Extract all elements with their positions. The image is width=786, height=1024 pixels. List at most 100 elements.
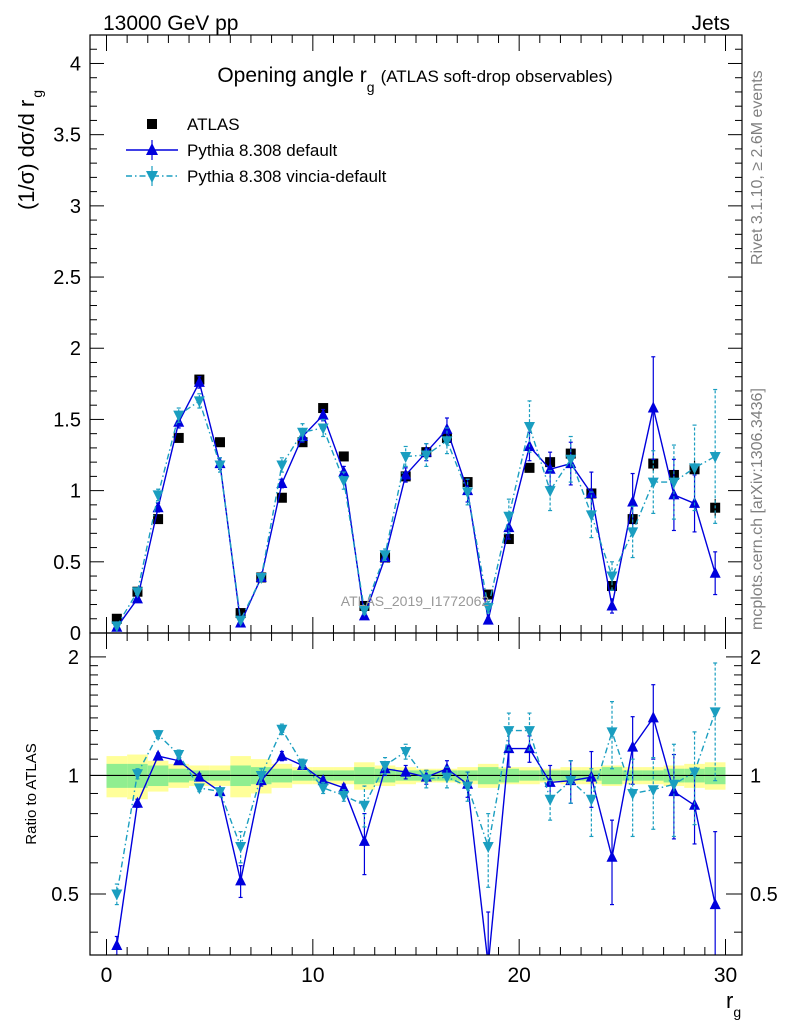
x-axis-label-main: r <box>726 988 733 1013</box>
main-series-pythia-8-308-vincia-default <box>111 388 721 633</box>
ratio-point-pythia-8-308-vincia-default <box>173 750 185 762</box>
main-point-pythia-8-308-vincia-default <box>173 410 185 422</box>
ratio-point-pythia-8-308-vincia-default <box>565 776 577 788</box>
ratio-point-pythia-8-308-vincia-default <box>358 800 370 812</box>
main-point-pythia-8-308-vincia-default <box>420 450 432 462</box>
ratio-y-tick-label-right: 2 <box>750 647 761 669</box>
ratio-y-tick-label-left: 2 <box>68 647 79 669</box>
ratio-point-pythia-8-308-vincia-default <box>131 769 143 781</box>
ratio-point-pythia-8-308-vincia-default <box>709 707 721 719</box>
main-panel: 00.511.522.533.54 Opening angle rg(ATLAS… <box>14 34 743 645</box>
ratio-series-pythia-8-308-default <box>111 684 721 970</box>
main-point-pythia-8-308-vincia-default <box>255 572 267 584</box>
y-tick-label: 2.5 <box>53 267 81 289</box>
main-point-pythia-8-308-vincia-default <box>647 477 659 489</box>
y-tick-label: 0 <box>70 623 81 645</box>
main-point-pythia-8-308-default <box>544 462 556 474</box>
main-point-pythia-8-308-vincia-default <box>482 602 494 614</box>
chart-title-main: Opening angle r <box>217 64 366 87</box>
ratio-point-pythia-8-308-default <box>483 959 494 970</box>
legend-marker <box>147 119 157 129</box>
x-axis-label: rg <box>726 988 741 1020</box>
ratio-point-pythia-8-308-vincia-default <box>689 767 701 779</box>
ratio-point-pythia-8-308-default <box>627 740 639 752</box>
ratio-point-pythia-8-308-vincia-default <box>462 781 474 793</box>
main-point-pythia-8-308-default <box>689 496 701 508</box>
ratio-point-pythia-8-308-default <box>317 774 329 786</box>
main-point-pythia-8-308-default <box>627 495 639 507</box>
ratio-point-pythia-8-308-vincia-default <box>111 889 123 901</box>
ratio-point-pythia-8-308-vincia-default <box>523 726 535 738</box>
analysis-watermark: ATLAS_2019_I1772062 <box>341 593 490 609</box>
ratio-frame <box>89 632 743 956</box>
ratio-axes: 0.5 0.51 12 20 10 20 30 <box>51 633 778 987</box>
main-point-pythia-8-308-vincia-default <box>379 550 391 562</box>
main-axes: 0 0.5 1 1.5 2 2.5 3 3.5 4 <box>53 34 742 645</box>
legend-label: Pythia 8.308 default <box>187 141 338 160</box>
y-tick-label: 0.5 <box>53 552 81 574</box>
main-point-pythia-8-308-default <box>338 465 350 477</box>
main-point-pythia-8-308-vincia-default <box>441 436 453 448</box>
main-point-pythia-8-308-default <box>606 599 618 611</box>
main-point-pythia-8-308-vincia-default <box>338 476 350 488</box>
y-axis-label-main: (1/σ) dσ/d r <box>14 100 39 210</box>
y-tick-label: 2 <box>70 338 81 360</box>
ratio-point-pythia-8-308-default <box>358 834 370 846</box>
header-right: Jets <box>691 12 730 35</box>
chart-title-extra: (ATLAS soft-drop observables) <box>381 67 613 86</box>
main-point-pythia-8-308-default <box>482 613 494 625</box>
ratio-point-pythia-8-308-default <box>400 765 412 777</box>
ratio-point-pythia-8-308-default <box>131 796 143 808</box>
main-point-pythia-8-308-vincia-default <box>214 460 226 472</box>
y-tick-label: 3.5 <box>53 125 81 147</box>
x-tick-label: 10 <box>301 964 324 987</box>
legend-marker <box>146 143 158 155</box>
ratio-point-pythia-8-308-vincia-default <box>503 726 515 738</box>
ratio-point-pythia-8-308-vincia-default <box>627 788 639 800</box>
ratio-point-pythia-8-308-vincia-default <box>647 785 659 797</box>
ratio-point-pythia-8-308-default <box>606 850 618 862</box>
ratio-point-pythia-8-308-vincia-default <box>276 724 288 736</box>
main-point-pythia-8-308-vincia-default <box>544 486 556 498</box>
chart-title-sub: g <box>367 79 375 95</box>
ratio-point-pythia-8-308-default <box>193 770 205 782</box>
x-axis-label-sub: g <box>733 1004 741 1020</box>
main-point-pythia-8-308-vincia-default <box>565 454 577 466</box>
main-point-pythia-8-308-vincia-default <box>358 605 370 617</box>
ratio-point-pythia-8-308-vincia-default <box>317 783 329 795</box>
main-point-pythia-8-308-vincia-default <box>111 621 123 633</box>
ratio-point-pythia-8-308-vincia-default <box>668 779 680 791</box>
ratio-point-pythia-8-308-vincia-default <box>235 842 247 854</box>
ratio-point-pythia-8-308-default <box>544 775 556 787</box>
main-point-pythia-8-308-vincia-default <box>627 527 639 539</box>
legend-item-atlas: ATLAS <box>147 115 240 134</box>
main-point-pythia-8-308-default <box>709 566 721 578</box>
main-point-pythia-8-308-vincia-default <box>152 490 164 502</box>
ratio-panel: 0.5 0.51 12 20 10 20 30 Ratio to ATLAS rg <box>23 632 778 1020</box>
y-tick-label: 1 <box>70 481 81 503</box>
main-line-pythia-8-308-vincia-default <box>116 399 716 627</box>
ratio-point-pythia-8-308-vincia-default <box>255 770 267 782</box>
ratio-point-pythia-8-308-default <box>709 898 721 910</box>
ratio-point-pythia-8-308-vincia-default <box>606 727 618 739</box>
ratio-point-pythia-8-308-default <box>111 938 123 950</box>
main-point-atlas <box>318 403 329 414</box>
main-point-pythia-8-308-vincia-default <box>235 615 247 627</box>
main-point-pythia-8-308-vincia-default <box>585 510 597 522</box>
legend-item-pythia-8-308-default: Pythia 8.308 default <box>126 140 338 160</box>
ratio-point-pythia-8-308-default <box>276 749 288 761</box>
ratio-point-pythia-8-308-vincia-default <box>379 760 391 772</box>
rivet-version-label: Rivet 3.1.10, ≥ 2.6M events <box>749 70 766 265</box>
main-point-pythia-8-308-default <box>276 477 288 488</box>
main-point-atlas <box>483 589 494 600</box>
ratio-point-pythia-8-308-vincia-default <box>420 774 432 786</box>
ratio-point-pythia-8-308-vincia-default <box>214 787 226 799</box>
main-point-pythia-8-308-vincia-default <box>668 477 680 489</box>
main-point-atlas <box>111 613 122 624</box>
ratio-point-pythia-8-308-vincia-default <box>482 842 494 854</box>
legend-marker <box>146 171 158 183</box>
main-point-atlas <box>524 462 535 473</box>
main-point-atlas <box>607 581 618 592</box>
y-tick-label: 1.5 <box>53 409 81 431</box>
